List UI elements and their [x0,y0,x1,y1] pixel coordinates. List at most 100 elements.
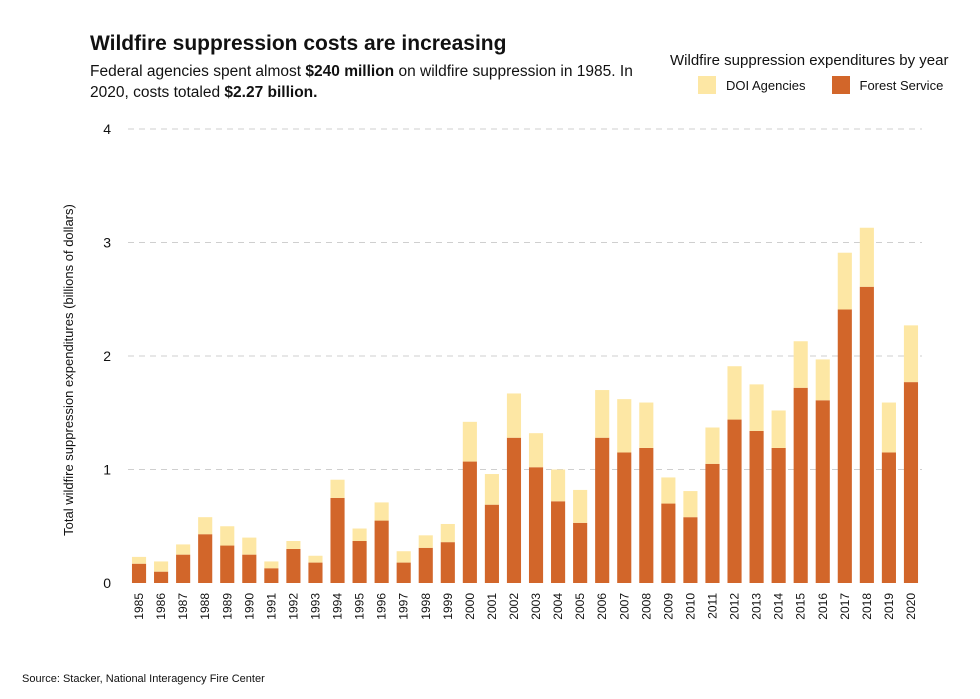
bar-doi-2001 [484,474,499,505]
x-tick-label: 2003 [529,593,543,620]
bar-doi-2012 [727,366,742,420]
bar-forest-service-2015 [793,387,808,583]
bar-forest-service-1988 [198,534,213,583]
x-tick-label: 2013 [750,593,764,620]
bar-doi-2007 [617,399,632,453]
bar-doi-1990 [242,537,257,555]
grid-lines [128,128,922,470]
bar-forest-service-2005 [573,522,588,583]
x-tick-label: 1992 [286,593,300,620]
legend-title: Wildfire suppression expenditures by yea… [670,52,949,69]
bar-doi-2009 [661,477,676,504]
bar-forest-service-2018 [859,286,874,583]
bar-doi-1997 [396,551,411,563]
bar-doi-1991 [264,561,279,569]
bar-doi-1992 [286,541,301,549]
bar-doi-2011 [705,427,720,464]
bar-forest-service-2009 [661,503,676,583]
bar-forest-service-1985 [131,563,147,583]
bar-forest-service-2007 [617,452,632,583]
x-tick-label: 2007 [617,593,631,620]
bar-forest-service-1992 [286,548,301,583]
bar-forest-service-2013 [749,430,764,583]
bar-forest-service-1987 [176,554,191,583]
bar-forest-service-1999 [440,542,455,583]
legend-swatch-forest-service [831,76,850,94]
bar-doi-2010 [683,491,698,518]
x-tick-label: 1985 [132,593,146,620]
x-tick-label: 2018 [860,593,874,620]
bar-doi-2019 [881,402,896,453]
bar-doi-2018 [859,227,874,287]
bar-doi-2008 [639,402,654,448]
bar-forest-service-1989 [220,545,235,583]
bar-doi-1987 [176,544,191,555]
bar-doi-1993 [308,555,323,563]
bar-doi-2013 [749,384,764,431]
bar-doi-2006 [595,390,610,438]
bar-doi-2002 [506,393,522,438]
x-tick-label: 2016 [816,593,830,620]
x-tick-labels: 1985 1986 1987 1988 1989 1990 1991 1992 1993 1994… [132,593,918,620]
x-tick-label: 1990 [242,593,256,620]
source-note: Source: Stacker, National Interagency Fi… [22,673,265,685]
x-tick-label: 2009 [661,593,675,620]
bar-forest-service-1995 [352,541,367,583]
bar-forest-service-2003 [528,467,544,583]
x-tick-label: 2010 [683,593,697,620]
x-tick-label: 1997 [397,593,411,620]
x-tick-label: 2006 [595,593,609,620]
x-tick-label: 2005 [573,593,587,620]
x-tick-label: 2012 [728,593,742,620]
bar-doi-2017 [837,252,852,310]
x-tick-label: 2011 [705,593,719,619]
bar-forest-service-2008 [639,447,654,583]
y-tick-label: 4 [103,121,111,137]
bar-doi-2014 [771,410,786,448]
bar-doi-2005 [573,489,588,523]
bar-doi-1999 [440,523,455,543]
x-tick-label: 2004 [551,593,565,620]
bar-forest-service-1997 [396,562,411,583]
legend-label-forest-service: Forest Service [859,77,944,93]
bar-forest-service-2000 [462,461,477,583]
y-tick-label: 2 [103,348,111,364]
bar-doi-2020 [903,325,919,383]
x-tick-label: 2019 [882,593,896,620]
bar-forest-service-2002 [506,437,522,583]
bar-doi-1988 [198,517,213,535]
bar-doi-1996 [374,502,389,521]
bar-forest-service-1990 [242,554,257,583]
bar-doi-2016 [815,359,830,401]
bar-forest-service-1998 [418,547,433,583]
x-tick-label: 1995 [353,593,367,620]
bar-forest-service-1991 [264,568,279,583]
y-tick-labels: 0 1 2 3 4 [103,121,111,591]
bar-forest-service-2011 [705,463,720,583]
x-tick-label: 2017 [838,593,852,620]
bar-forest-service-2020 [903,382,919,583]
bar-doi-1994 [330,479,345,498]
x-tick-label: 1993 [308,593,322,620]
bar-doi-1986 [154,561,169,572]
y-tick-label: 3 [103,235,111,251]
x-tick-label: 1988 [198,593,212,620]
x-tick-label: 2000 [463,593,477,620]
bar-doi-1985 [131,556,147,564]
legend-item-forest-service: Forest Service [831,76,970,94]
x-tick-label: 1989 [220,593,234,620]
y-axis-label: Total wildfire suppression expenditures … [61,204,76,536]
bar-forest-service-2006 [595,437,610,583]
x-tick-label: 2015 [794,593,808,620]
bars [131,227,919,583]
bar-forest-service-2019 [881,452,896,583]
subtitle-text-1: Federal agencies spent almost [90,63,306,80]
bar-forest-service-2017 [837,309,852,583]
bar-forest-service-2010 [683,517,698,583]
subtitle-text-2: on wildfire suppression in 1985. In 2020… [90,63,633,101]
y-tick-label: 1 [103,462,111,478]
x-tick-label: 1998 [419,593,433,620]
bar-forest-service-2004 [551,501,566,583]
bar-doi-2004 [551,469,566,502]
